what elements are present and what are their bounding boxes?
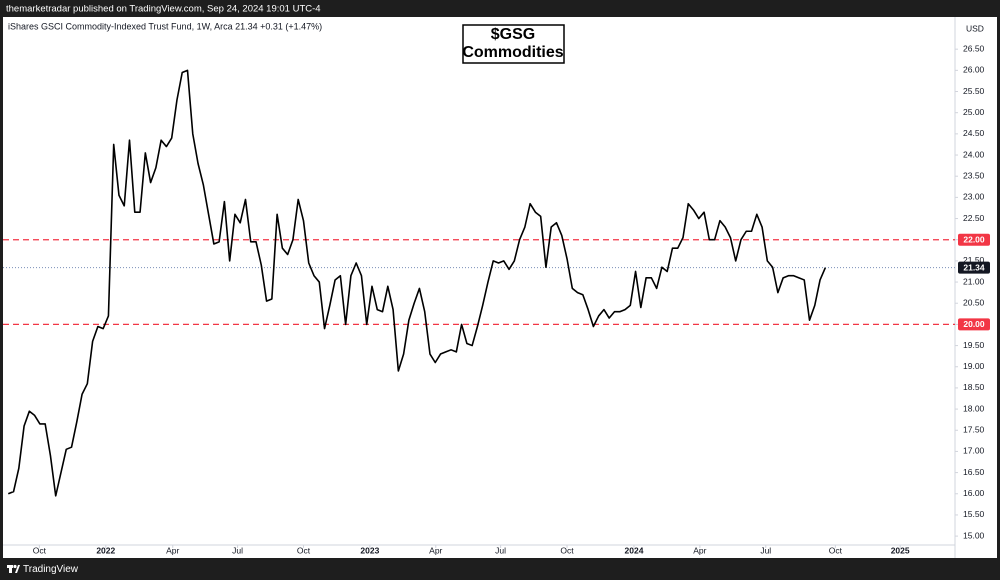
legend: iShares GSCI Commodity-Indexed Trust Fun… xyxy=(8,21,322,31)
y-tick-label: 17.50 xyxy=(963,425,985,435)
last-price-tag xyxy=(958,261,990,274)
x-tick-label: Jul xyxy=(760,545,771,555)
y-tick-label: 15.50 xyxy=(963,509,985,519)
x-tick-label: Oct xyxy=(33,545,47,555)
chart-panel xyxy=(3,17,997,558)
y-tick-label: 16.00 xyxy=(963,488,985,498)
y-tick-label: 15.00 xyxy=(963,530,985,540)
y-tick-label: 23.00 xyxy=(963,192,985,202)
publish-header: themarketradar published on TradingView.… xyxy=(6,4,321,15)
x-tick-label: Jul xyxy=(232,545,243,555)
x-tick-label: Oct xyxy=(560,545,574,555)
y-tick-label: 16.50 xyxy=(963,467,985,477)
x-tick-label: 2022 xyxy=(96,545,115,555)
x-tick-label: Oct xyxy=(297,545,311,555)
y-tick-label: 26.00 xyxy=(963,65,985,75)
y-unit: USD xyxy=(966,23,984,33)
y-tick-label: 25.00 xyxy=(963,107,985,117)
x-tick-label: 2023 xyxy=(360,545,379,555)
y-tick-label: 21.50 xyxy=(963,255,985,265)
y-tick-label: 17.00 xyxy=(963,446,985,456)
y-tick-label: 19.50 xyxy=(963,340,985,350)
chart-title: $GSG xyxy=(491,26,535,43)
title-box xyxy=(462,24,565,64)
x-tick-label: 2024 xyxy=(625,545,644,555)
y-tick-label: 20.50 xyxy=(963,297,985,307)
x-tick-label: Apr xyxy=(166,545,179,555)
level-price-tag xyxy=(958,318,990,331)
y-tick-label: 23.50 xyxy=(963,170,985,180)
x-tick-label: Oct xyxy=(829,545,843,555)
y-tick-label: 26.50 xyxy=(963,43,985,53)
price-line xyxy=(7,69,827,497)
x-tick-label: 2025 xyxy=(891,545,910,555)
y-tick-label: 18.50 xyxy=(963,382,985,392)
y-tick-label: 22.50 xyxy=(963,213,985,223)
y-tick-label: 19.00 xyxy=(963,361,985,371)
y-tick-label: 21.00 xyxy=(963,276,985,286)
footer-brand: TradingView xyxy=(23,564,79,575)
level-price-label: 20.00 xyxy=(963,319,985,329)
y-tick-label: 18.00 xyxy=(963,403,985,413)
y-tick-label: 24.00 xyxy=(963,149,985,159)
x-tick-label: Jul xyxy=(495,545,506,555)
last-price-label: 21.34 xyxy=(963,262,985,272)
x-tick-label: Apr xyxy=(693,545,706,555)
level-price-tag xyxy=(958,233,990,246)
level-price-label: 22.00 xyxy=(963,234,985,244)
y-tick-label: 25.50 xyxy=(963,86,985,96)
tradingview-logo xyxy=(7,564,20,573)
chart-subtitle: Commodities xyxy=(462,44,563,61)
x-tick-label: Apr xyxy=(429,545,442,555)
y-tick-label: 24.50 xyxy=(963,128,985,138)
